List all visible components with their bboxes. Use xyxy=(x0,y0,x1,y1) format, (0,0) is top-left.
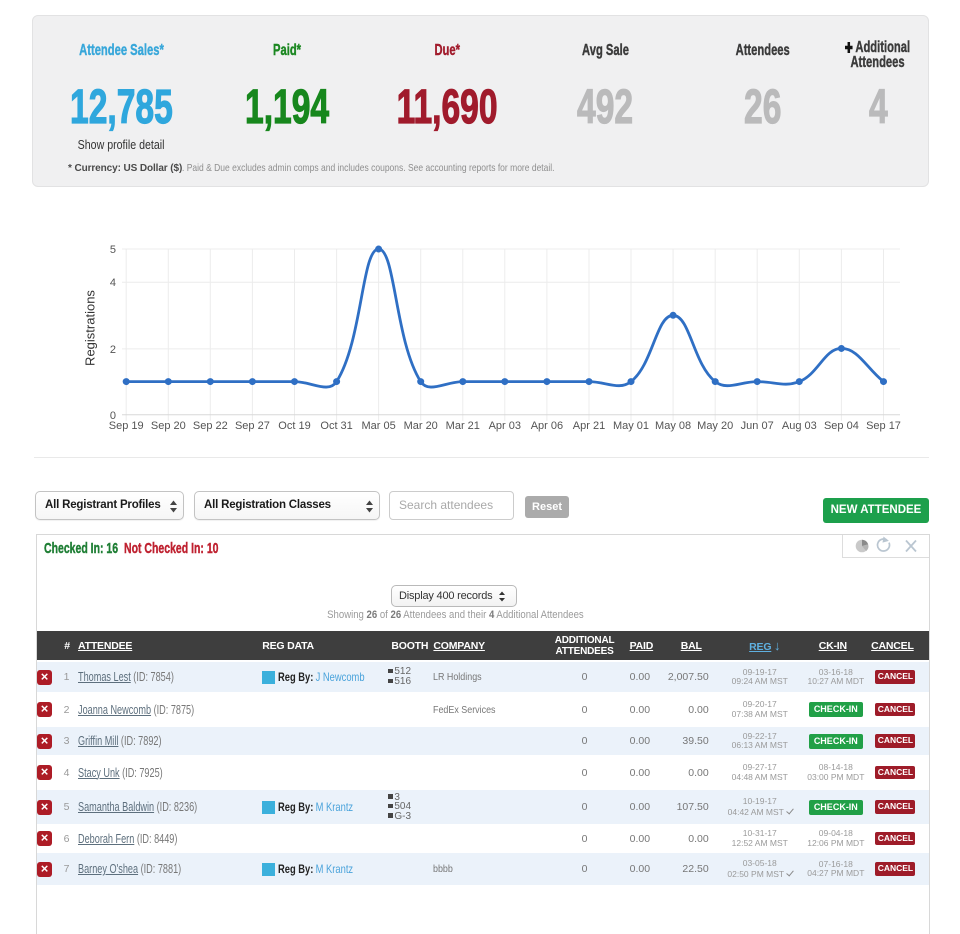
svg-text:0: 0 xyxy=(110,410,116,422)
svg-text:4: 4 xyxy=(110,277,116,289)
svg-text:Apr 21: Apr 21 xyxy=(573,420,605,432)
svg-text:Mar 20: Mar 20 xyxy=(404,420,438,432)
svg-text:2: 2 xyxy=(110,344,116,356)
svg-text:Mar 05: Mar 05 xyxy=(361,420,395,432)
svg-text:Sep 17: Sep 17 xyxy=(866,420,901,432)
svg-text:May 20: May 20 xyxy=(697,420,733,432)
svg-text:Oct 19: Oct 19 xyxy=(278,420,310,432)
svg-text:Apr 06: Apr 06 xyxy=(531,420,563,432)
svg-text:5: 5 xyxy=(110,244,116,256)
svg-text:Apr 03: Apr 03 xyxy=(489,420,521,432)
svg-text:May 08: May 08 xyxy=(655,420,691,432)
svg-text:Sep 20: Sep 20 xyxy=(151,420,186,432)
svg-text:May 01: May 01 xyxy=(613,420,649,432)
svg-text:Sep 27: Sep 27 xyxy=(235,420,270,432)
svg-text:Sep 04: Sep 04 xyxy=(824,420,859,432)
svg-text:Sep 19: Sep 19 xyxy=(109,420,144,432)
svg-text:Jun 07: Jun 07 xyxy=(741,420,774,432)
svg-text:Aug 03: Aug 03 xyxy=(782,420,817,432)
svg-text:Oct 31: Oct 31 xyxy=(320,420,352,432)
svg-text:Mar 21: Mar 21 xyxy=(446,420,480,432)
svg-text:Sep 22: Sep 22 xyxy=(193,420,228,432)
svg-text:Registrations: Registrations xyxy=(83,290,98,366)
